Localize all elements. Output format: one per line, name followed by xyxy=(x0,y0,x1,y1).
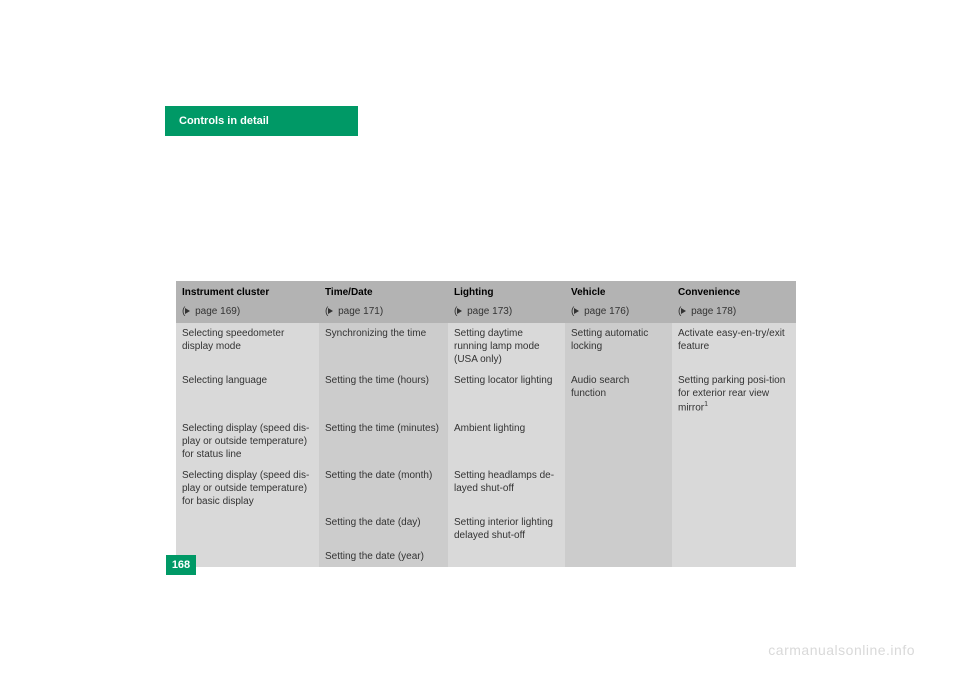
col-ref: ( page 169) xyxy=(176,301,319,323)
table-cell xyxy=(672,546,796,567)
table-cell: Setting the date (day) xyxy=(319,512,448,546)
table-cell: Setting parking posi-tion for exterior r… xyxy=(672,370,796,418)
triangle-icon xyxy=(328,308,333,314)
table-cell xyxy=(672,465,796,512)
table-cell: Selecting language xyxy=(176,370,319,418)
watermark: carmanualsonline.info xyxy=(768,642,915,658)
col-ref: ( page 173) xyxy=(448,301,565,323)
table-cell xyxy=(672,512,796,546)
table-cell: Selecting speedometer display mode xyxy=(176,323,319,370)
table-cell xyxy=(176,512,319,546)
table-cell: Setting interior lighting delayed shut-o… xyxy=(448,512,565,546)
table-cell: Setting automatic locking xyxy=(565,323,672,370)
col-header: Lighting xyxy=(448,281,565,301)
col-ref: ( page 176) xyxy=(565,301,672,323)
table-cell xyxy=(565,546,672,567)
triangle-icon xyxy=(574,308,579,314)
col-header: Instrument cluster xyxy=(176,281,319,301)
table-cell: Setting the date (month) xyxy=(319,465,448,512)
col-header: Time/Date xyxy=(319,281,448,301)
triangle-icon xyxy=(681,308,686,314)
table-cell: Synchronizing the time xyxy=(319,323,448,370)
table-cell: Activate easy-en-try/exit feature xyxy=(672,323,796,370)
table-cell: Selecting display (speed dis-play or out… xyxy=(176,418,319,465)
col-header: Convenience xyxy=(672,281,796,301)
table-cell: Ambient lighting xyxy=(448,418,565,465)
table-cell: Setting headlamps de-layed shut-off xyxy=(448,465,565,512)
table-cell xyxy=(176,546,319,567)
table-cell xyxy=(672,418,796,465)
table-cell: Selecting display (speed dis-play or out… xyxy=(176,465,319,512)
col-ref: ( page 171) xyxy=(319,301,448,323)
header-bar: Controls in detail xyxy=(165,106,358,136)
table-cell xyxy=(448,546,565,567)
header-title: Controls in detail xyxy=(179,115,269,127)
triangle-icon xyxy=(185,308,190,314)
table-cell xyxy=(565,512,672,546)
settings-table: Instrument cluster Time/Date Lighting Ve… xyxy=(176,281,796,567)
table-cell: Setting daytime running lamp mode (USA o… xyxy=(448,323,565,370)
footnote-marker: 1 xyxy=(704,401,708,408)
table-cell xyxy=(565,418,672,465)
table-cell: Setting the date (year) xyxy=(319,546,448,567)
page-number: 168 xyxy=(166,555,196,575)
triangle-icon xyxy=(457,308,462,314)
table-cell: Setting the time (hours) xyxy=(319,370,448,418)
table-cell: Audio search function xyxy=(565,370,672,418)
table-cell: Setting the time (minutes) xyxy=(319,418,448,465)
table-cell: Setting locator lighting xyxy=(448,370,565,418)
col-ref: ( page 178) xyxy=(672,301,796,323)
table-cell xyxy=(565,465,672,512)
col-header: Vehicle xyxy=(565,281,672,301)
